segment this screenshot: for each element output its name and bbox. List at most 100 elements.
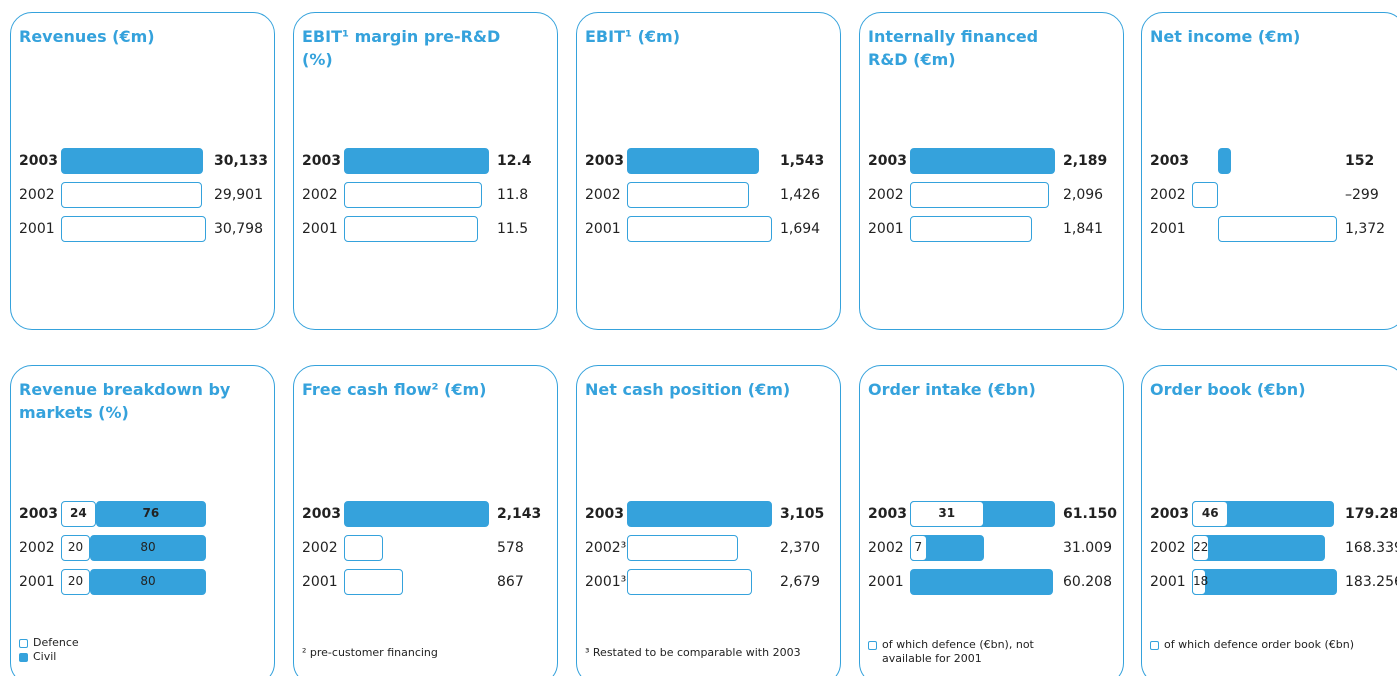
bar <box>344 182 482 208</box>
segment-label: 20 <box>67 540 84 554</box>
year-label: 2001 <box>585 221 621 237</box>
value-label: 152 <box>1345 153 1375 169</box>
value-label: –299 <box>1345 187 1379 203</box>
panel: Net cash position (€m) 2003 3,105 2002³ 2,37… <box>576 365 841 676</box>
segment-label: 20 <box>67 574 84 588</box>
year-label: 2001 <box>302 221 338 237</box>
bar <box>1217 216 1337 242</box>
legend-swatch <box>19 653 28 662</box>
bar <box>61 182 202 208</box>
year-label: 2003 <box>868 506 907 522</box>
bar <box>344 148 489 174</box>
bar <box>61 148 203 174</box>
bar-segment: 80 <box>90 535 206 561</box>
bar-segment: 80 <box>90 569 206 595</box>
year-label: 2002 <box>302 540 338 556</box>
year-label: 2001 <box>19 221 55 237</box>
value-label: 1,543 <box>780 153 825 169</box>
bar <box>344 569 403 595</box>
panel: Revenues (€m) 2003 30,133 2002 29,901 2001 30,… <box>10 12 275 330</box>
footnote: ³ Restated to be comparable with 2003 <box>585 646 801 659</box>
value-label: 183.256 <box>1345 574 1397 590</box>
panel-title: Order intake (€bn) <box>868 380 1036 399</box>
value-label: 867 <box>497 574 524 590</box>
year-label: 2003 <box>302 506 341 522</box>
panel-title: Revenues (€m) <box>19 27 155 46</box>
year-label: 2001 <box>1150 574 1186 590</box>
segment-label: 80 <box>140 574 156 588</box>
bar <box>910 148 1055 174</box>
value-label: 1,694 <box>780 221 821 237</box>
bar <box>1192 569 1337 595</box>
panel-title: Revenue breakdown by markets (%) <box>19 380 231 422</box>
year-label: 2003 <box>19 506 58 522</box>
bar <box>627 148 760 174</box>
year-label: 2003 <box>585 153 624 169</box>
bar <box>344 535 384 561</box>
year-label: 2003 <box>302 153 341 169</box>
value-label: 60.208 <box>1063 574 1112 590</box>
segment-label: 7 <box>914 540 923 554</box>
value-label: 1,841 <box>1063 221 1104 237</box>
bar-segment: 31 <box>910 501 984 527</box>
year-label: 2001³ <box>585 574 627 590</box>
bar <box>344 216 479 242</box>
year-label: 2001 <box>1150 221 1186 237</box>
year-label: 2002³ <box>585 540 627 556</box>
value-label: 2,143 <box>497 506 542 522</box>
year-label: 2001 <box>868 221 904 237</box>
bar <box>1217 148 1232 174</box>
bar <box>1192 535 1326 561</box>
legend-label: Civil <box>33 650 57 663</box>
segment-label: 76 <box>142 506 160 520</box>
year-label: 2001 <box>868 574 904 590</box>
panel-title: Internally financed R&D (€m) <box>868 27 1039 69</box>
bar-segment: 18 <box>1192 569 1208 595</box>
bar <box>627 569 753 595</box>
panel-title: Net cash position (€m) <box>585 380 791 399</box>
value-label: 12.4 <box>497 153 532 169</box>
panel: Internally financed R&D (€m) 2003 2,189 200… <box>859 12 1124 330</box>
panel-title: EBIT¹ (€m) <box>585 27 680 46</box>
year-label: 2002 <box>1150 540 1186 556</box>
bar <box>61 216 206 242</box>
legend-label: Defence <box>33 636 79 649</box>
legend-swatch <box>1150 641 1159 650</box>
year-label: 2003 <box>19 153 58 169</box>
bar-segment: 7 <box>910 535 927 561</box>
bar <box>910 569 1053 595</box>
bar <box>627 535 738 561</box>
value-label: 29,901 <box>214 187 263 203</box>
value-label: 31.009 <box>1063 540 1112 556</box>
year-label: 2003 <box>585 506 624 522</box>
bar <box>627 501 772 527</box>
panel: Free cash flow² (€m) 2003 2,143 2002 578 2001… <box>293 365 558 676</box>
bar-segment: 22 <box>1192 535 1210 561</box>
year-label: 2002 <box>585 187 621 203</box>
bar-segment: 20 <box>61 569 90 595</box>
year-label: 2002 <box>19 187 55 203</box>
value-label: 3,105 <box>780 506 825 522</box>
bar-segment: 76 <box>95 501 206 527</box>
segment-label: 31 <box>938 506 956 520</box>
year-label: 2002 <box>868 540 904 556</box>
bar <box>910 182 1049 208</box>
panel: Net income (€m) 2003 152 2002 –299 2001 1,372 <box>1141 12 1397 330</box>
panel-title: Order book (€bn) <box>1150 380 1306 399</box>
bar <box>910 216 1032 242</box>
year-label: 2003 <box>868 153 907 169</box>
value-label: 168.339 <box>1345 540 1397 556</box>
year-label: 2002 <box>19 540 55 556</box>
segment-label: 80 <box>140 540 156 554</box>
value-label: 30,133 <box>214 153 269 169</box>
segment-label: 46 <box>1201 506 1219 520</box>
value-label: 2,096 <box>1063 187 1104 203</box>
value-label: 578 <box>497 540 524 556</box>
bar <box>1192 182 1218 208</box>
bar-segment: 24 <box>61 501 96 527</box>
legend-swatch <box>19 639 28 648</box>
value-label: 11.5 <box>497 221 529 237</box>
bar-segment: 20 <box>61 535 90 561</box>
year-label: 2001 <box>302 574 338 590</box>
